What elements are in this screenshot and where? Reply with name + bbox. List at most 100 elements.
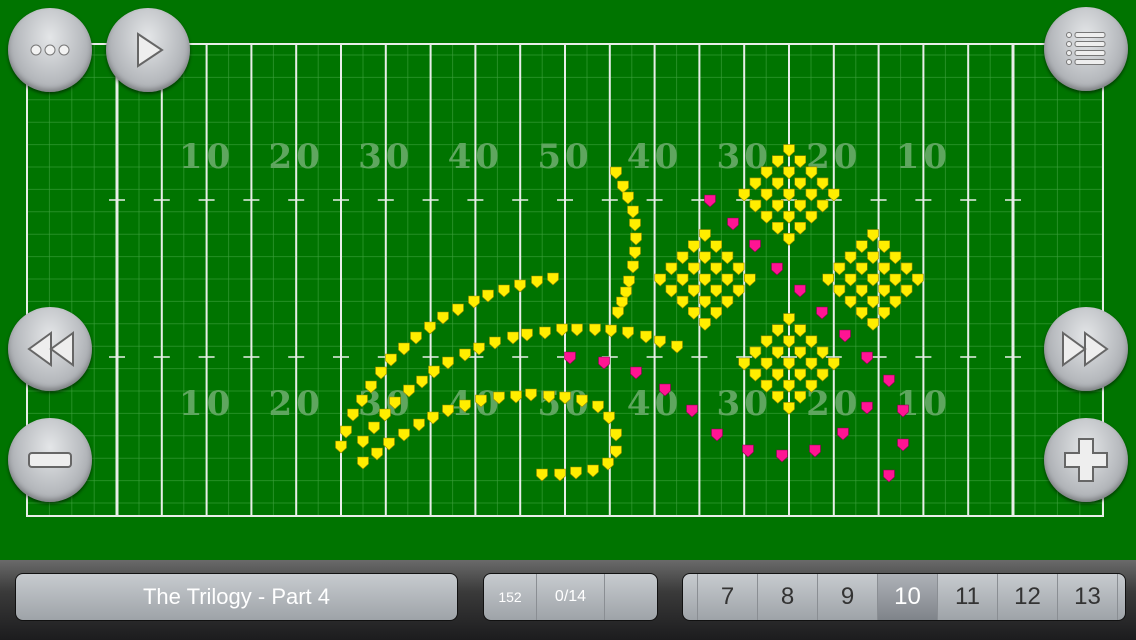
performer-marker bbox=[794, 155, 806, 169]
performer-marker bbox=[605, 324, 617, 338]
performer-marker bbox=[442, 356, 454, 370]
yard-number: 40 bbox=[627, 137, 682, 177]
performer-marker bbox=[794, 391, 806, 404]
performer-marker bbox=[627, 205, 639, 219]
performer-marker bbox=[525, 388, 537, 402]
performer-marker bbox=[416, 375, 428, 389]
performer-marker bbox=[772, 391, 784, 404]
performer-marker bbox=[772, 199, 784, 213]
performer-marker bbox=[699, 295, 711, 309]
performer-marker bbox=[375, 366, 387, 380]
performer-marker bbox=[623, 275, 635, 289]
page-10-selected[interactable]: 10 bbox=[878, 574, 938, 620]
yard-number: 30 bbox=[717, 137, 772, 177]
performer-marker bbox=[900, 284, 913, 298]
performer-marker bbox=[671, 340, 683, 354]
performer-marker bbox=[554, 468, 566, 482]
performer-marker bbox=[357, 456, 369, 470]
page-9[interactable]: 9 bbox=[818, 574, 878, 620]
performer-marker bbox=[543, 390, 555, 404]
performer-marker bbox=[749, 199, 762, 213]
performer-marker bbox=[805, 335, 818, 349]
performer-marker bbox=[616, 296, 628, 310]
zoom-out-button[interactable] bbox=[8, 418, 92, 502]
performer-marker bbox=[783, 210, 795, 224]
performer-marker bbox=[559, 391, 571, 405]
performer-marker-highlight bbox=[883, 374, 895, 388]
performer-marker bbox=[867, 318, 879, 331]
yard-number: 40 bbox=[448, 137, 503, 177]
page-12[interactable]: 12 bbox=[998, 574, 1058, 620]
performer-marker bbox=[760, 335, 773, 349]
performer-marker bbox=[710, 240, 722, 254]
yard-number: 30 bbox=[358, 137, 413, 177]
play-icon bbox=[137, 32, 164, 68]
page-11[interactable]: 11 bbox=[938, 574, 998, 620]
performer-marker bbox=[640, 330, 652, 344]
performer-marker bbox=[816, 346, 829, 360]
plus-icon bbox=[1064, 438, 1108, 482]
performer-marker bbox=[699, 318, 711, 331]
performer-marker bbox=[856, 262, 868, 276]
zoom-in-button[interactable] bbox=[1044, 418, 1128, 502]
page-13[interactable]: 13 bbox=[1058, 574, 1118, 620]
performer-marker-highlight bbox=[598, 356, 610, 370]
performer-marker bbox=[721, 295, 734, 309]
performer-marker bbox=[783, 335, 795, 349]
yard-number: 10 bbox=[179, 384, 234, 424]
play-button[interactable] bbox=[106, 8, 190, 92]
performer-marker bbox=[507, 331, 519, 345]
page-8[interactable]: 8 bbox=[758, 574, 818, 620]
performer-marker bbox=[629, 218, 641, 232]
bottom-toolbar: The Trilogy - Part 4 152 0/14 7 8 9 10 1… bbox=[0, 560, 1136, 640]
performer-marker-highlight bbox=[816, 306, 828, 320]
performer-marker bbox=[398, 342, 410, 356]
performer-marker bbox=[356, 394, 368, 408]
yard-number: 30 bbox=[717, 384, 772, 424]
performer-marker bbox=[427, 411, 439, 425]
performer-marker bbox=[482, 289, 494, 303]
performer-marker-highlight bbox=[809, 444, 821, 458]
performer-marker bbox=[379, 408, 391, 422]
yard-number: 20 bbox=[269, 137, 324, 177]
page-selector[interactable]: 7 8 9 10 11 12 13 bbox=[682, 573, 1126, 621]
performer-marker bbox=[665, 262, 678, 276]
performer-marker bbox=[783, 313, 795, 327]
performer-marker bbox=[732, 262, 745, 276]
performer-marker-highlight bbox=[771, 262, 783, 276]
yard-number: 40 bbox=[448, 384, 503, 424]
performer-marker bbox=[699, 229, 711, 243]
fast-forward-button[interactable] bbox=[1044, 307, 1128, 391]
menu-button[interactable] bbox=[1044, 7, 1128, 91]
performer-marker bbox=[514, 279, 526, 293]
performer-marker bbox=[833, 284, 846, 298]
performer-marker bbox=[816, 177, 829, 191]
performer-marker bbox=[335, 440, 347, 454]
page-scroll-left[interactable] bbox=[683, 574, 698, 620]
show-title-button[interactable]: The Trilogy - Part 4 bbox=[15, 573, 458, 621]
more-button[interactable] bbox=[8, 8, 92, 92]
performer-marker bbox=[413, 418, 425, 432]
minus-icon bbox=[28, 452, 72, 468]
performer-marker bbox=[688, 262, 700, 276]
performer-marker-highlight bbox=[659, 383, 671, 397]
performer-marker bbox=[592, 400, 604, 414]
performer-marker bbox=[738, 357, 750, 371]
performer-marker-highlight bbox=[564, 351, 576, 365]
performer-marker bbox=[822, 273, 834, 287]
yard-number: 10 bbox=[896, 384, 951, 424]
more-icon bbox=[30, 44, 70, 56]
drill-field[interactable]: 102030405040302010102030405040302010 bbox=[0, 0, 1136, 560]
performer-marker-highlight bbox=[686, 404, 698, 418]
performer-marker bbox=[459, 348, 471, 362]
performer-marker bbox=[856, 284, 868, 298]
rewind-button[interactable] bbox=[8, 307, 92, 391]
performer-marker bbox=[688, 284, 700, 298]
performer-marker bbox=[889, 251, 902, 265]
performer-marker bbox=[833, 262, 846, 276]
page-7[interactable]: 7 bbox=[698, 574, 758, 620]
performer-marker bbox=[610, 428, 622, 442]
performer-marker bbox=[424, 321, 436, 335]
performer-marker bbox=[531, 275, 543, 289]
performer-marker bbox=[732, 284, 745, 298]
